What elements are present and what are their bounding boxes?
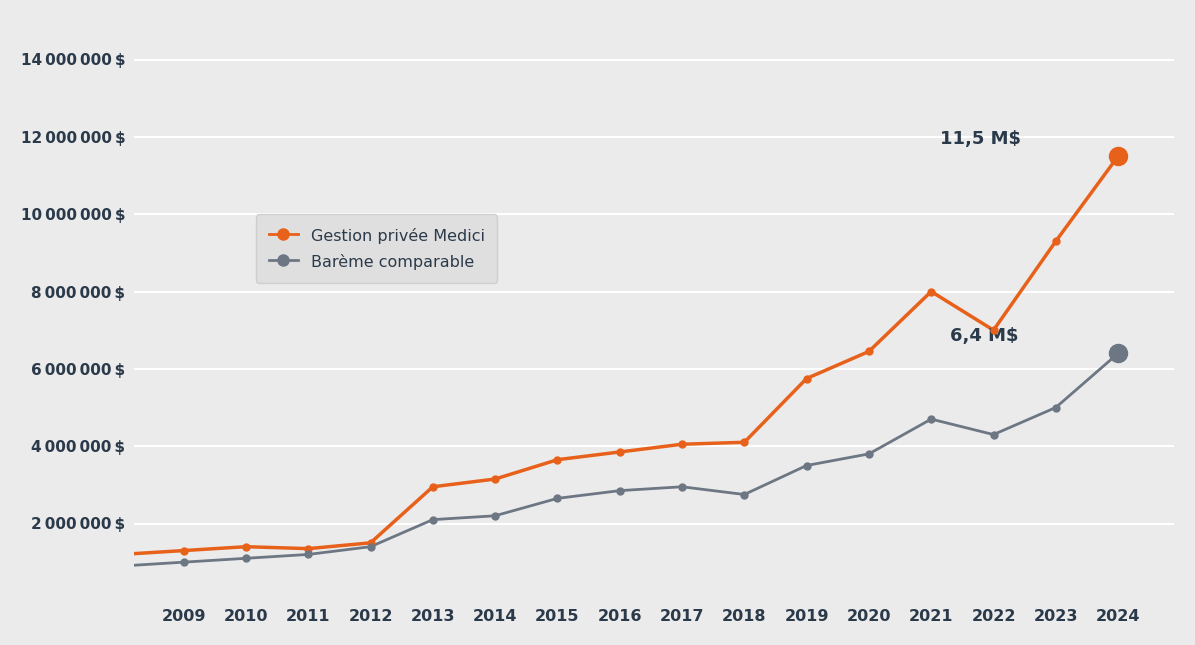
Text: 6,4 M$: 6,4 M$ bbox=[950, 327, 1018, 345]
Legend: Gestion privée Medici, Barème comparable: Gestion privée Medici, Barème comparable bbox=[256, 214, 497, 283]
Text: 11,5 M$: 11,5 M$ bbox=[940, 130, 1021, 148]
